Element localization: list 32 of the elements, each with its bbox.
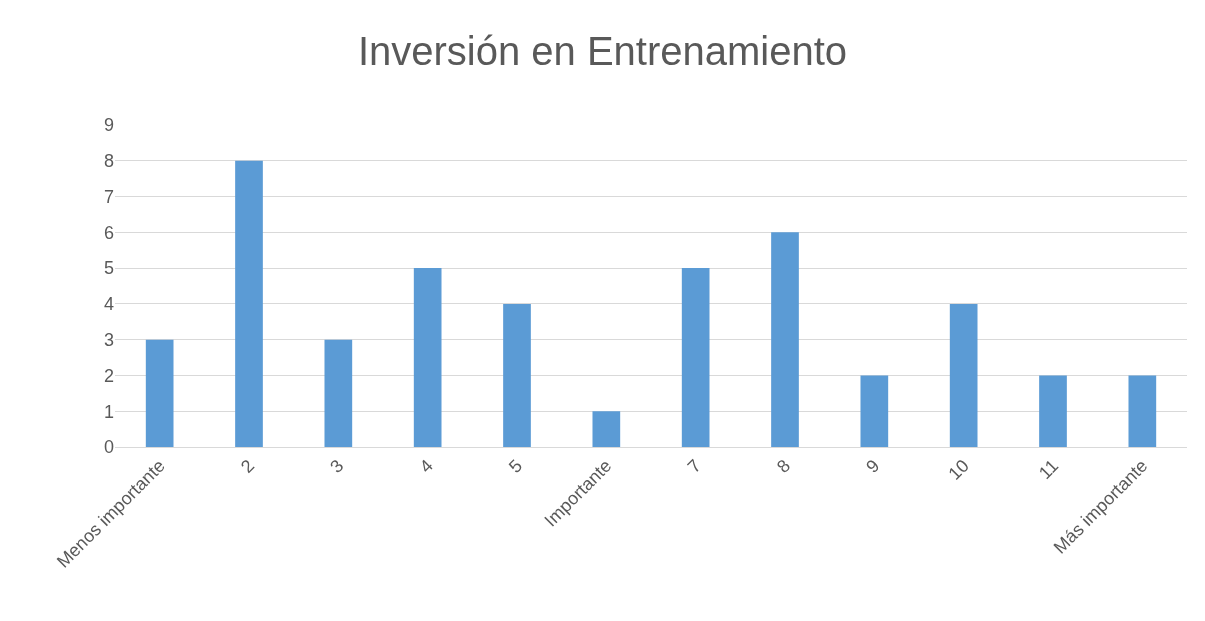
bar bbox=[503, 303, 531, 447]
y-tick-label: 6 bbox=[103, 222, 114, 243]
y-tick-label: 1 bbox=[103, 401, 114, 422]
x-tick-label: 7 bbox=[683, 455, 705, 477]
bar bbox=[860, 375, 889, 447]
x-tick-label: 8 bbox=[772, 455, 795, 477]
bar bbox=[145, 339, 174, 447]
bar bbox=[949, 303, 978, 447]
y-tick-label: 0 bbox=[103, 437, 114, 458]
bar bbox=[235, 160, 263, 447]
bar bbox=[681, 268, 710, 447]
y-tick-label: 8 bbox=[103, 151, 114, 172]
bar bbox=[324, 339, 353, 447]
bar bbox=[771, 232, 799, 447]
x-tick-label: 11 bbox=[1034, 455, 1063, 484]
bar bbox=[592, 411, 621, 447]
bar bbox=[1039, 375, 1067, 447]
x-tick-label: 3 bbox=[326, 455, 348, 477]
x-tick-label: 2 bbox=[236, 455, 259, 477]
chart-title: Inversión en Entrenamiento bbox=[357, 29, 848, 74]
x-tick-label: 10 bbox=[944, 455, 973, 484]
bar bbox=[413, 268, 442, 447]
x-tick-label: 4 bbox=[415, 455, 437, 477]
y-tick-label: 4 bbox=[103, 294, 114, 315]
y-tick-label: 9 bbox=[103, 115, 114, 136]
x-tick-label: 5 bbox=[504, 455, 527, 477]
y-tick-label: 3 bbox=[103, 329, 114, 350]
y-tick-label: 5 bbox=[103, 258, 114, 279]
y-tick-label: 2 bbox=[103, 365, 114, 386]
y-tick-label: 7 bbox=[103, 186, 114, 207]
x-tick-label: 9 bbox=[862, 455, 884, 477]
bar bbox=[1128, 375, 1157, 447]
